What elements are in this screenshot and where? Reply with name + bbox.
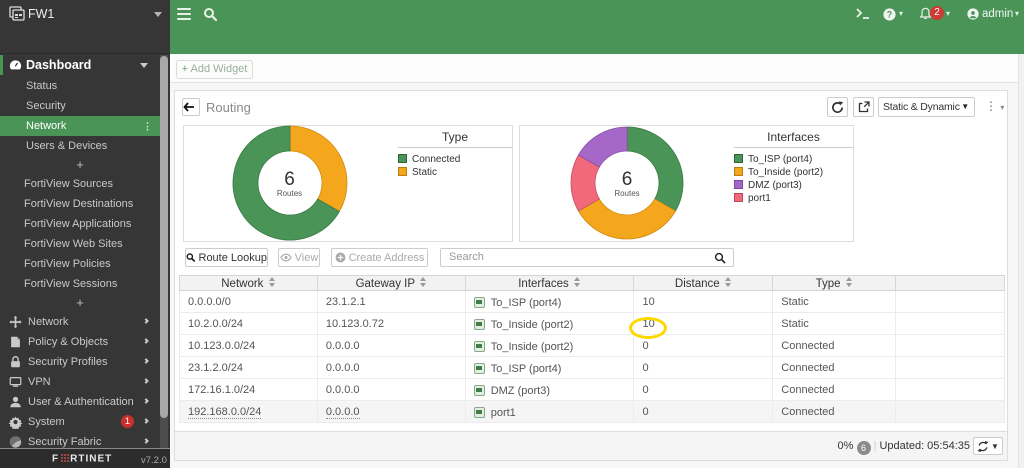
svg-text:?: ? [887, 9, 892, 19]
